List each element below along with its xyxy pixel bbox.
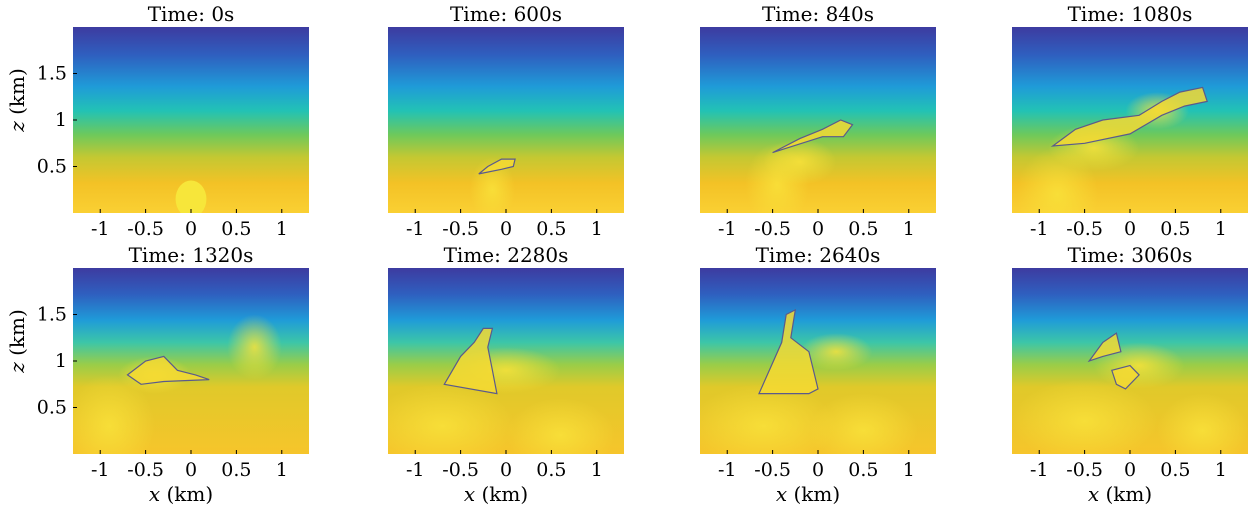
panel-2: Time: 840s -1 -0.5 0 0.5 1 — [700, 2, 936, 240]
panel-3: Time: 1080s -1 -0.5 0 0.5 1 — [1012, 2, 1248, 240]
x-tick-label: 0 — [500, 459, 512, 481]
x-tick-label: 0.5 — [1160, 459, 1190, 481]
x-tick-label: 1 — [903, 459, 915, 481]
bubble-outline — [126, 355, 210, 385]
panel-title: Time: 1080s — [1068, 2, 1193, 26]
x-tick-label: 0 — [1124, 218, 1136, 240]
plume — [469, 157, 516, 213]
x-tick-label: -0.5 — [127, 218, 164, 240]
plume — [700, 384, 837, 454]
y-tick-label: 0.5 — [37, 397, 67, 419]
x-tick-label: -1 — [91, 459, 110, 481]
x-tick-label: -0.5 — [1066, 459, 1103, 481]
bubble-outline — [1050, 86, 1208, 147]
x-tick-label: 0 — [812, 218, 824, 240]
x-tick-label: 1 — [1215, 218, 1227, 240]
x-tick-label: -1 — [91, 218, 110, 240]
y-axis-label: z (km) — [5, 68, 29, 133]
x-tick-label: 0 — [1124, 459, 1136, 481]
x-tick-label: -0.5 — [754, 218, 791, 240]
x-tick-label: 0.5 — [221, 459, 251, 481]
x-tick-label: 1 — [276, 459, 288, 481]
plume — [763, 138, 837, 186]
x-tick-label: 0 — [500, 218, 512, 240]
bubble-outline — [443, 327, 498, 395]
x-tick-label: 1 — [276, 218, 288, 240]
flow-features — [1016, 86, 1208, 213]
plume — [73, 374, 155, 454]
x-tick-label: -1 — [1030, 459, 1049, 481]
x-tick-label: 0.5 — [536, 459, 566, 481]
flow-features — [469, 157, 516, 213]
panel-title: Time: 1320s — [129, 243, 254, 267]
x-tick-label: 1 — [591, 459, 603, 481]
x-tick-label: 1 — [1215, 459, 1227, 481]
panel-5: Time: 2280s -1 -0.5 0 0.5 1 x (km) — [388, 243, 624, 506]
x-tick-label: 1 — [591, 218, 603, 240]
x-tick-label: -0.5 — [442, 218, 479, 240]
x-tick-label: -1 — [1030, 218, 1049, 240]
bubble-outline — [758, 308, 819, 395]
panel-6: Time: 2640s -1 -0.5 0 0.5 1 x (km) — [700, 243, 936, 506]
x-tick-label: -0.5 — [127, 459, 164, 481]
flow-features — [175, 180, 207, 213]
y-tick-label: 1.5 — [37, 63, 67, 85]
panel-7: Time: 3060s -1 -0.5 0 0.5 1 x (km) — [1012, 243, 1248, 506]
flow-features — [700, 308, 918, 454]
x-tick-label: 0.5 — [536, 218, 566, 240]
x-tick-label: -0.5 — [1066, 218, 1103, 240]
plume — [227, 314, 282, 380]
flow-features — [1012, 332, 1248, 454]
x-axis-label: x (km) — [464, 482, 528, 506]
plume — [506, 398, 615, 454]
bubble-outline — [772, 119, 854, 154]
panel-title: Time: 2280s — [444, 243, 569, 267]
x-axis-label: x (km) — [776, 482, 840, 506]
plume — [808, 393, 918, 454]
y-tick-label: 1.5 — [37, 304, 67, 326]
plume — [1012, 379, 1158, 454]
x-axis-label: x (km) — [149, 482, 213, 506]
bubble-outline — [478, 158, 516, 175]
plume — [799, 333, 873, 371]
panel-title: Time: 0s — [148, 2, 235, 26]
x-tick-label: 0.5 — [848, 459, 878, 481]
flow-features — [388, 327, 615, 454]
panel-title: Time: 840s — [762, 2, 874, 26]
x-tick-label: 0 — [812, 459, 824, 481]
bubble-outline — [1087, 332, 1122, 363]
panel-title: Time: 2640s — [756, 243, 881, 267]
y-axis-label: z (km) — [5, 309, 29, 374]
panel-4: Time: 1320s -1 -0.5 0 0.5 1 0.5 1 1.5 x (km) z (km… — [5, 243, 309, 506]
field-background — [700, 27, 936, 213]
y-tick-label: 1 — [55, 109, 67, 131]
plume — [388, 384, 516, 454]
x-tick-label: -0.5 — [442, 459, 479, 481]
y-tick-label: 1 — [55, 350, 67, 372]
x-tick-label: 0.5 — [848, 218, 878, 240]
x-tick-label: 0 — [185, 459, 197, 481]
x-tick-label: 0.5 — [1160, 218, 1190, 240]
warm-bubble — [175, 180, 207, 213]
x-axis-label: x (km) — [1088, 482, 1152, 506]
x-tick-label: -1 — [718, 218, 737, 240]
panel-title: Time: 600s — [450, 2, 562, 26]
x-tick-label: 0.5 — [221, 218, 251, 240]
panel-0: Time: 0s -1 -0.5 0 0.5 1 0.5 1 1.5 z (km) — [5, 2, 309, 240]
flow-features — [745, 119, 854, 213]
x-tick-label: -1 — [406, 459, 425, 481]
x-tick-label: -0.5 — [754, 459, 791, 481]
panel-title: Time: 3060s — [1068, 243, 1193, 267]
y-tick-label: 0.5 — [37, 156, 67, 178]
plume — [1157, 393, 1248, 454]
x-tick-label: -1 — [718, 459, 737, 481]
x-tick-label: -1 — [406, 218, 425, 240]
panel-1: Time: 600s -1 -0.5 0 0.5 1 — [388, 2, 624, 240]
x-tick-label: 1 — [903, 218, 915, 240]
flow-features — [73, 314, 282, 454]
x-tick-label: 0 — [185, 218, 197, 240]
bubble-outline — [1111, 364, 1140, 390]
